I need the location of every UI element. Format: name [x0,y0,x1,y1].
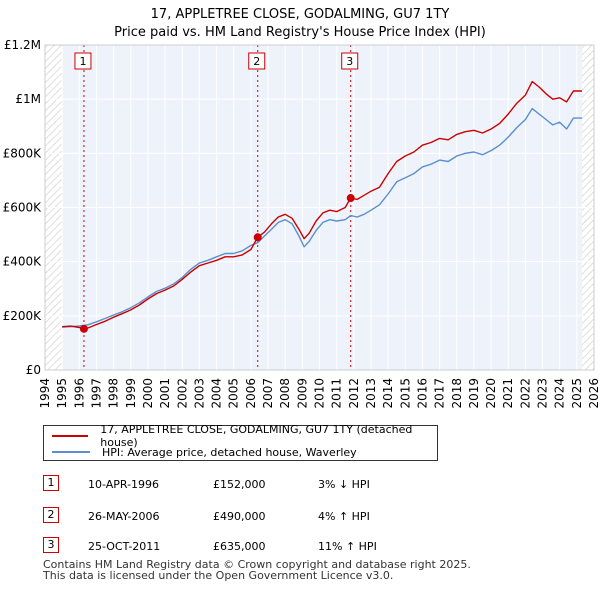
x-tick-label: 1994 [38,378,52,409]
y-tick-label: £600K [3,201,43,215]
x-tick-label: 2017 [433,378,447,409]
x-tick-label: 2009 [295,378,309,409]
transaction-hpi: 3% ↓ HPI [318,478,370,491]
transaction-date: 25-OCT-2011 [88,540,161,553]
footer-licence: This data is licensed under the Open Gov… [43,569,394,582]
x-tick-label: 2018 [450,378,464,409]
legend-label-property: 17, APPLETREE CLOSE, GODALMING, GU7 1TY … [100,423,413,449]
x-tick-label: 1999 [124,378,138,409]
transaction-price: £490,000 [213,510,266,523]
y-tick-label: £800K [3,146,43,160]
legend: 17, APPLETREE CLOSE, GODALMING, GU7 1TY … [43,423,438,461]
x-tick-label: 2019 [467,378,481,409]
transaction-hpi: 4% ↑ HPI [318,510,370,523]
series-line-hpi [62,107,582,328]
y-tick-label: £200K [3,309,43,323]
x-tick-label: 2004 [210,378,224,409]
x-tick-label: 2006 [244,378,258,409]
sale-point-2 [253,233,262,242]
marker-label-2: 2 [253,55,260,68]
transaction-number-badge: 2 [43,507,59,523]
legend-swatch-hpi [52,451,90,453]
marker-label-3: 3 [346,55,353,68]
transaction-number-badge: 1 [43,475,59,491]
x-tick-label: 2003 [192,378,206,409]
chart-title: 17, APPLETREE CLOSE, GODALMING, GU7 1TY [151,7,450,22]
transaction-number-badge: 3 [43,537,59,553]
marker-label-box-2 [248,52,266,70]
transaction-hpi: 11% ↑ HPI [318,540,377,553]
plot-border [44,44,595,371]
footer-copyright: Contains HM Land Registry data © Crown c… [43,558,471,571]
x-tick-label: 2001 [158,378,172,409]
x-tick-label: 2021 [501,378,515,409]
price-chart: 17, APPLETREE CLOSE, GODALMING, GU7 1TY … [3,7,600,409]
marker-label-1: 1 [79,55,86,68]
x-tick-label: 2026 [587,378,600,409]
x-tick-label: 1996 [72,378,86,409]
x-tick-label: 2002 [175,378,189,409]
x-tick-label: 2000 [141,378,155,409]
x-tick-label: 2014 [381,378,395,409]
footer: Contains HM Land Registry data © Crown c… [43,559,471,581]
legend-item-hpi: HPI: Average price, detached house, Wave… [52,444,357,460]
transaction-price: £152,000 [213,478,266,491]
x-tick-label: 2025 [570,378,584,409]
x-tick-label: 2008 [278,378,292,409]
x-tick-label: 2012 [347,378,361,409]
x-tick-label: 2016 [415,378,429,409]
transaction-date: 26-MAY-2006 [88,510,160,523]
x-tick-label: 2015 [398,378,412,409]
transaction-date: 10-APR-1996 [88,478,160,491]
x-tick-label: 2023 [536,378,550,409]
y-tick-label: £1.2M [4,38,41,52]
legend-swatch-property [52,435,89,437]
legend-item-property: 17, APPLETREE CLOSE, GODALMING, GU7 1TY … [52,423,437,449]
y-tick-label: £0 [26,363,41,377]
legend-label-hpi: HPI: Average price, detached house, Wave… [102,445,357,459]
marker-label-box-1 [74,52,92,70]
chart-subtitle: Price paid vs. HM Land Registry's House … [114,25,486,40]
y-tick-label: £400K [3,255,43,269]
x-tick-label: 2013 [364,378,378,409]
x-tick-label: 2020 [484,378,498,409]
transaction-price: £635,000 [213,540,266,553]
x-tick-label: 2011 [330,378,344,409]
x-tick-label: 1995 [55,378,69,409]
x-tick-label: 2022 [518,378,532,409]
x-tick-label: 2007 [261,378,275,409]
x-tick-label: 1997 [89,378,103,409]
sale-point-1 [79,324,88,333]
marker-label-box-3 [341,52,359,70]
y-tick-label: £1M [15,92,41,106]
x-tick-label: 1998 [107,378,121,409]
sale-point-3 [346,194,355,203]
x-tick-label: 2010 [313,378,327,409]
series-line-property [62,80,582,330]
x-tick-label: 2005 [227,378,241,409]
x-tick-label: 2024 [553,378,567,409]
